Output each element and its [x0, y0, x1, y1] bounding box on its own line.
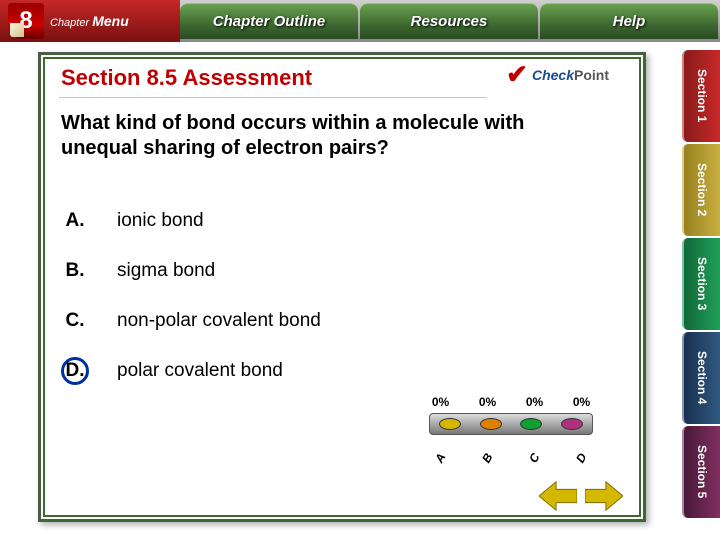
side-tab-section-2[interactable]: Section 2: [682, 144, 720, 236]
options-list: A. ionic bond B. sigma bond C. non-polar…: [61, 207, 561, 407]
chapter-label-top: Chapter: [50, 17, 89, 29]
option-b[interactable]: B. sigma bond: [61, 257, 561, 285]
lbl-c: C: [526, 451, 542, 466]
pct-b: 0%: [479, 395, 496, 409]
dot-c: [520, 418, 542, 430]
histogram-percents: 0% 0% 0% 0%: [417, 395, 605, 409]
option-c-letter: C.: [61, 307, 89, 335]
option-d-letter: D.: [61, 357, 89, 385]
tab-help[interactable]: Help: [540, 3, 718, 39]
lbl-a: A: [432, 451, 448, 466]
question-text: What kind of bond occurs within a molecu…: [61, 111, 581, 161]
chapter-label-bottom: Menu: [92, 13, 129, 29]
option-d[interactable]: D. polar covalent bond: [61, 357, 561, 385]
histogram-labels: A B C D: [417, 451, 605, 465]
checkpoint-text: CheckPoint: [532, 67, 609, 83]
lbl-d: D: [573, 451, 589, 466]
checkpoint-logo: ✔ CheckPoint: [506, 59, 609, 90]
tab-resources[interactable]: Resources: [360, 3, 538, 39]
section-title: Section 8.5 Assessment: [61, 65, 312, 91]
chapter-number: 8: [8, 3, 44, 39]
pct-d: 0%: [573, 395, 590, 409]
option-d-text: polar covalent bond: [117, 360, 283, 382]
option-b-text: sigma bond: [117, 260, 215, 282]
option-b-letter: B.: [61, 257, 89, 285]
option-a[interactable]: A. ionic bond: [61, 207, 561, 235]
tab-chapter-outline[interactable]: Chapter Outline: [180, 3, 358, 39]
chapter-label: Chapter Menu: [50, 13, 129, 29]
checkmark-icon: ✔: [506, 59, 528, 90]
pct-a: 0%: [432, 395, 449, 409]
option-a-letter: A.: [61, 207, 89, 235]
side-tab-section-1[interactable]: Section 1: [682, 50, 720, 142]
option-c[interactable]: C. non-polar covalent bond: [61, 307, 561, 335]
option-c-text: non-polar covalent bond: [117, 310, 321, 332]
next-arrow[interactable]: [585, 481, 623, 511]
prev-arrow[interactable]: [539, 481, 577, 511]
option-a-text: ionic bond: [117, 210, 204, 232]
top-nav: 8 Chapter Menu Chapter Outline Resources…: [0, 0, 720, 42]
histogram-plate: [429, 413, 593, 435]
side-tab-section-4[interactable]: Section 4: [682, 332, 720, 424]
side-tab-section-5[interactable]: Section 5: [682, 426, 720, 518]
side-tab-section-3[interactable]: Section 3: [682, 238, 720, 330]
response-histogram: 0% 0% 0% 0% A B C D: [417, 395, 605, 465]
chapter-menu-tab[interactable]: 8 Chapter Menu: [0, 0, 180, 42]
slide: 8 Chapter Menu Chapter Outline Resources…: [0, 0, 720, 540]
dot-d: [561, 418, 583, 430]
dot-b: [480, 418, 502, 430]
lbl-b: B: [479, 451, 495, 466]
side-tabs: Section 1 Section 2 Section 3 Section 4 …: [682, 50, 720, 518]
dot-a: [439, 418, 461, 430]
content-frame: Section 8.5 Assessment ✔ CheckPoint What…: [38, 52, 646, 522]
checkpoint-blue: Check: [532, 67, 574, 83]
pct-c: 0%: [526, 395, 543, 409]
title-rule: [59, 97, 487, 98]
checkpoint-gray: Point: [574, 67, 609, 83]
